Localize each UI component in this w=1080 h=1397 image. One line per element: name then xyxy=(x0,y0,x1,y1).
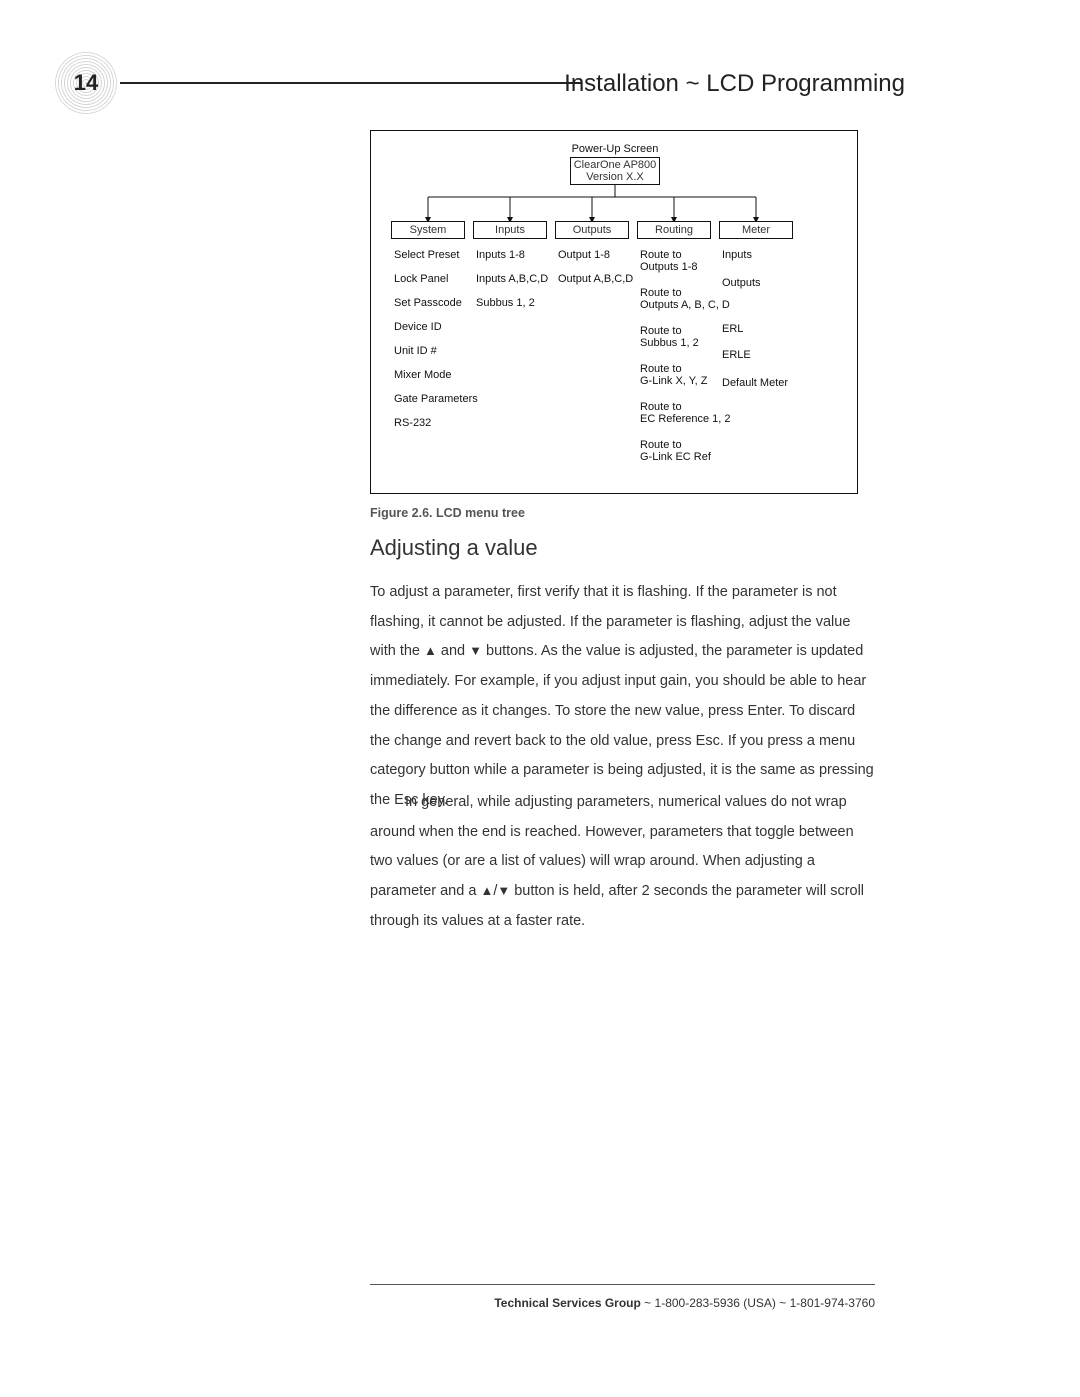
section-title-sep: ~ xyxy=(686,70,700,97)
diagram-text: Outputs 1-8 xyxy=(640,261,750,273)
section-title: Installation ~ LCD Programming xyxy=(564,70,905,98)
menu-header-box: System xyxy=(391,221,465,239)
down-arrow-icon: ▼ xyxy=(469,643,482,658)
footer-text: Technical Services Group ~ 1-800-283-593… xyxy=(370,1296,875,1310)
diagram-text: Power-Up Screen xyxy=(371,143,859,155)
page-number-badge: 14 xyxy=(55,52,117,114)
diagram-text: Outputs xyxy=(722,277,812,289)
header-rule xyxy=(120,82,582,84)
diagram-text: Gate Parameters xyxy=(394,393,504,405)
lcd-menu-tree-diagram: Power-Up Screen ClearOne AP800Version X.X… xyxy=(370,130,858,494)
diagram-text: G-Link EC Ref xyxy=(640,451,750,463)
figure-caption: Figure 2.6. LCD menu tree xyxy=(370,506,525,520)
section-title-main: Installation xyxy=(564,70,679,97)
footer-rule xyxy=(370,1284,875,1285)
menu-header-box: Meter xyxy=(719,221,793,239)
paragraph-2: In general, while adjusting parameters, … xyxy=(370,788,875,937)
diagram-text: RS-232 xyxy=(394,417,504,429)
para1-b: and xyxy=(437,643,469,659)
diagram-text: Subbus 1, 2 xyxy=(640,337,750,349)
diagram-connectors xyxy=(371,131,859,495)
menu-header-box: Outputs xyxy=(555,221,629,239)
up-arrow-icon: ▲ xyxy=(480,883,493,898)
diagram-text: Output A,B,C,D xyxy=(558,273,668,285)
section-title-sub: LCD Programming xyxy=(706,70,905,97)
powerup-box: ClearOne AP800Version X.X xyxy=(570,157,660,185)
diagram-text: Unit ID # xyxy=(394,345,504,357)
diagram-text: Route to xyxy=(640,401,750,413)
diagram-text: Device ID xyxy=(394,321,504,333)
para1-c: buttons. As the value is adjusted, the p… xyxy=(370,643,874,808)
menu-header-box: Inputs xyxy=(473,221,547,239)
diagram-text: Default Meter xyxy=(722,377,812,389)
diagram-text: Inputs xyxy=(722,249,812,261)
paragraph-1: To adjust a parameter, first verify that… xyxy=(370,578,875,816)
adjusting-a-value-heading: Adjusting a value xyxy=(370,535,538,561)
down-arrow-icon: ▼ xyxy=(497,883,510,898)
diagram-text: Route to xyxy=(640,439,750,451)
diagram-text: EC Reference 1, 2 xyxy=(640,413,750,425)
diagram-text: Outputs A, B, C, D xyxy=(640,299,750,311)
diagram-text: Mixer Mode xyxy=(394,369,504,381)
menu-header-box: Routing xyxy=(637,221,711,239)
footer-tsg: Technical Services Group xyxy=(494,1296,641,1310)
diagram-text: ERL xyxy=(722,323,812,335)
footer-rest: ~ 1-800-283-5936 (USA) ~ 1-801-974-3760 xyxy=(641,1296,875,1310)
diagram-text: Subbus 1, 2 xyxy=(476,297,586,309)
diagram-text: ERLE xyxy=(722,349,812,361)
up-arrow-icon: ▲ xyxy=(424,643,437,658)
diagram-text: Route to xyxy=(640,363,750,375)
